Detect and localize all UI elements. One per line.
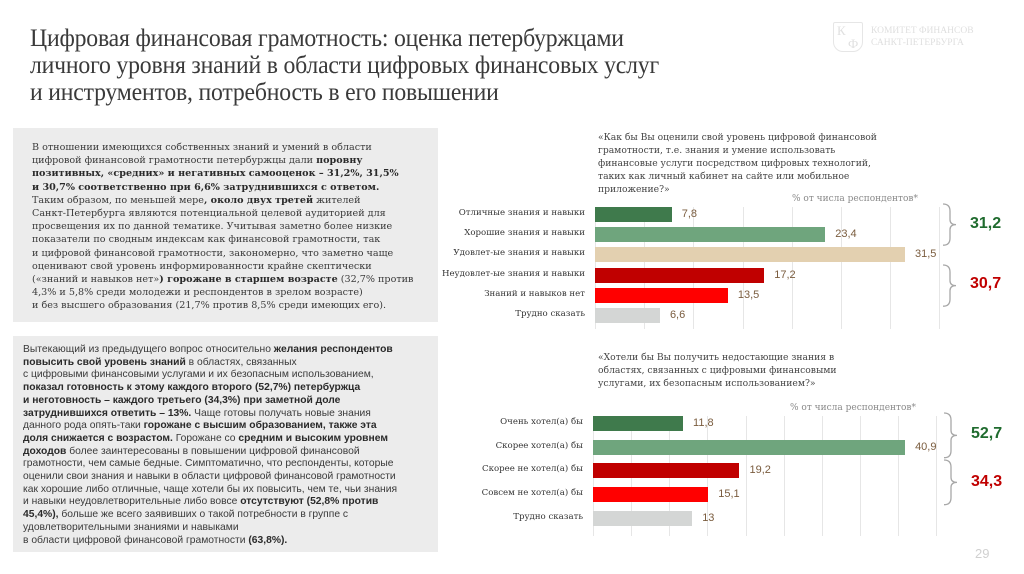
logo-line-1: КОМИТЕТ ФИНАНСОВ <box>871 26 974 36</box>
bar-category-label: Удовлет-ые знания и навыки <box>453 248 585 259</box>
logo-monogram-icon: К Ф <box>833 22 863 52</box>
page-title: Цифровая финансовая грамотность: оценка … <box>30 23 659 106</box>
bar-category-label: Скорее не хотел(а) бы <box>482 464 583 475</box>
bar-value-label: 7,8 <box>681 208 698 220</box>
chart1-bar-chart: Отличные знания и навыки 7,8 Хорошие знани… <box>442 203 1001 329</box>
chart1-unit-label: % от числа респондентов* <box>792 194 918 204</box>
bar <box>593 439 906 455</box>
gridline <box>860 416 862 536</box>
bar-value-label: 19,2 <box>749 464 771 477</box>
gridline <box>783 416 785 536</box>
bar <box>595 207 672 222</box>
group-total: 31,2 <box>970 214 1002 232</box>
gridline <box>745 416 747 536</box>
bar-value-label: 11,8 <box>693 417 714 429</box>
bar <box>593 510 693 526</box>
brace-icon <box>943 412 965 459</box>
bar-category-label: Отличные знания и навыки <box>458 208 585 218</box>
gridline <box>936 416 938 536</box>
knowledge-summary-panel: В отношении имеющихся собственных знаний… <box>13 128 438 322</box>
bar-value-label: 6,6 <box>669 309 686 321</box>
bar-category-label: Хорошие знания и навыки <box>464 228 585 239</box>
bar <box>595 287 728 303</box>
bar <box>593 416 684 431</box>
bar-value-label: 40,9 <box>915 440 937 453</box>
bar-category-label: Совсем не хотел(а) бы <box>481 488 583 499</box>
bar-value-label: 17,2 <box>774 268 796 281</box>
bar <box>595 308 660 323</box>
logo-monogram-top: К <box>837 23 846 38</box>
bar-category-label: Скорее хотел(а) бы <box>495 440 583 451</box>
bar-category-label: Неудовлет-ые знания и навыки <box>441 268 585 279</box>
bar-category-label: Очень хотел(а) бы <box>500 417 583 427</box>
gridline <box>939 207 941 329</box>
bar-category-label: Трудно сказать <box>513 511 583 522</box>
bar-category-label: Знаний и навыков нет <box>484 288 585 299</box>
gridline <box>898 416 900 536</box>
bar-category-label: Трудно сказать <box>515 309 585 319</box>
bar-value-label: 13 <box>702 511 715 524</box>
group-total: 30,7 <box>970 275 1002 293</box>
brace-icon <box>943 459 965 506</box>
gridline <box>791 207 793 329</box>
learning-desire-text: Вытекающий из предыдущего вопрос относит… <box>23 344 398 546</box>
brace-icon <box>942 203 964 246</box>
bar <box>595 267 765 283</box>
chart2-bar-chart: Очень хотел(а) бы 11,8 Скорее хотел(а) бы 4… <box>482 412 1002 536</box>
group-total: 52,7 <box>971 425 1003 443</box>
bar <box>595 227 826 243</box>
logo-text: КОМИТЕТ ФИНАНСОВ САНКТ-ПЕТЕРБУРГА <box>871 25 974 49</box>
logo-monogram-bottom: Ф <box>848 36 859 51</box>
gridline <box>841 207 842 329</box>
bar <box>593 487 709 503</box>
gridline <box>890 207 892 329</box>
bar-value-label: 23,4 <box>835 228 857 241</box>
bar <box>593 463 740 479</box>
page-number: 29 <box>975 546 990 561</box>
bar <box>595 247 905 263</box>
logo-line-2: САНКТ-ПЕТЕРБУРГА <box>871 38 964 48</box>
brace-icon <box>942 263 964 307</box>
bar-value-label: 13,5 <box>737 288 760 301</box>
bar-value-label: 15,1 <box>718 488 740 501</box>
committee-logo: К Ф КОМИТЕТ ФИНАНСОВ САНКТ-ПЕТЕРБУРГА <box>833 22 1003 52</box>
gridline <box>821 416 823 536</box>
chart2-unit-label: % от числа респондентов* <box>790 403 916 413</box>
knowledge-summary-text: В отношении имеющихся собственных знаний… <box>32 142 414 312</box>
chart1-question: «Как бы Вы оценили свой уровень цифровой… <box>598 132 877 195</box>
group-total: 34,3 <box>971 472 1003 490</box>
bar-value-label: 31,5 <box>914 248 937 261</box>
learning-desire-panel: Вытекающий из предыдущего вопрос относит… <box>13 336 438 552</box>
chart2-question: «Хотели бы Вы получить недостающие знани… <box>598 352 837 389</box>
